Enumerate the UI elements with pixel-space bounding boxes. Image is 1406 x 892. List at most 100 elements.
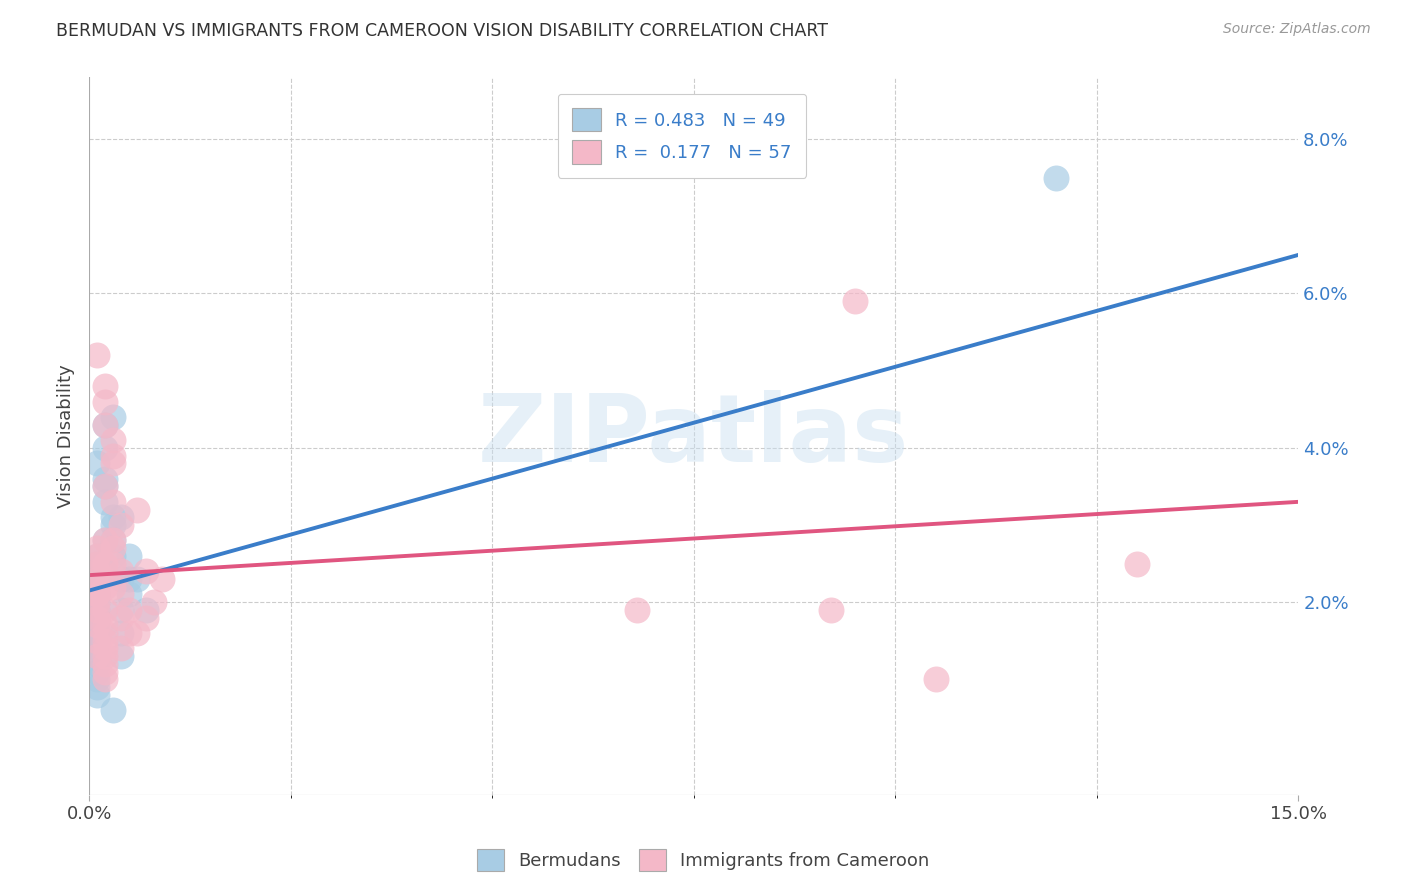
Point: [103, 518, 125, 533]
Point: [94, 633, 117, 648]
Point: [103, 541, 125, 556]
Point: [110, 564, 132, 578]
Point: [86, 549, 108, 563]
Point: [86, 580, 108, 594]
Text: BERMUDAN VS IMMIGRANTS FROM CAMEROON VISION DISABILITY CORRELATION CHART: BERMUDAN VS IMMIGRANTS FROM CAMEROON VIS…: [56, 22, 828, 40]
Point: [94, 626, 117, 640]
Y-axis label: Vision Disability: Vision Disability: [58, 364, 75, 508]
Point: [94, 641, 117, 656]
Point: [924, 673, 946, 687]
Point: [134, 610, 156, 624]
Point: [86, 626, 108, 640]
Point: [103, 533, 125, 548]
Point: [94, 665, 117, 679]
Point: [86, 557, 108, 571]
Point: [110, 572, 132, 586]
Point: [86, 680, 108, 694]
Point: [86, 657, 108, 671]
Point: [94, 618, 117, 632]
Point: [86, 610, 108, 624]
Point: [86, 564, 108, 578]
Point: [86, 610, 108, 624]
Point: [94, 657, 117, 671]
Point: [94, 441, 117, 455]
Point: [86, 541, 108, 556]
Point: [626, 603, 648, 617]
Point: [103, 580, 125, 594]
Point: [94, 479, 117, 493]
Point: [86, 688, 108, 702]
Point: [127, 626, 149, 640]
Point: [86, 649, 108, 664]
Point: [103, 456, 125, 470]
Point: [103, 557, 125, 571]
Point: [86, 673, 108, 687]
Point: [103, 495, 125, 509]
Point: [110, 610, 132, 624]
Point: [94, 557, 117, 571]
Text: Source: ZipAtlas.com: Source: ZipAtlas.com: [1223, 22, 1371, 37]
Point: [1045, 170, 1067, 185]
Point: [94, 649, 117, 664]
Point: [86, 564, 108, 578]
Point: [118, 603, 141, 617]
Point: [86, 456, 108, 470]
Point: [86, 587, 108, 601]
Point: [110, 603, 132, 617]
Point: [86, 572, 108, 586]
Point: [94, 417, 117, 432]
Point: [127, 502, 149, 516]
Point: [103, 449, 125, 463]
Point: [86, 580, 108, 594]
Point: [103, 510, 125, 524]
Point: [134, 603, 156, 617]
Point: [86, 348, 108, 362]
Point: [86, 587, 108, 601]
Point: [110, 518, 132, 533]
Point: [94, 472, 117, 486]
Point: [86, 557, 108, 571]
Point: [86, 649, 108, 664]
Point: [127, 572, 149, 586]
Point: [86, 633, 108, 648]
Point: [94, 564, 117, 578]
Legend: Bermudans, Immigrants from Cameroon: Bermudans, Immigrants from Cameroon: [470, 842, 936, 879]
Point: [94, 417, 117, 432]
Point: [94, 603, 117, 617]
Point: [94, 533, 117, 548]
Point: [94, 394, 117, 409]
Point: [110, 641, 132, 656]
Point: [94, 379, 117, 393]
Point: [86, 618, 108, 632]
Point: [86, 587, 108, 601]
Text: ZIPatlas: ZIPatlas: [478, 391, 910, 483]
Point: [110, 649, 132, 664]
Point: [103, 549, 125, 563]
Point: [86, 603, 108, 617]
Point: [118, 626, 141, 640]
Point: [142, 595, 165, 609]
Legend: R = 0.483   N = 49, R =  0.177   N = 57: R = 0.483 N = 49, R = 0.177 N = 57: [558, 94, 806, 178]
Point: [134, 564, 156, 578]
Point: [86, 587, 108, 601]
Point: [94, 580, 117, 594]
Point: [86, 580, 108, 594]
Point: [110, 587, 132, 601]
Point: [86, 572, 108, 586]
Point: [103, 409, 125, 424]
Point: [94, 479, 117, 493]
Point: [103, 533, 125, 548]
Point: [94, 495, 117, 509]
Point: [844, 294, 866, 309]
Point: [118, 549, 141, 563]
Point: [86, 633, 108, 648]
Point: [86, 665, 108, 679]
Point: [94, 533, 117, 548]
Point: [86, 610, 108, 624]
Point: [86, 603, 108, 617]
Point: [86, 549, 108, 563]
Point: [103, 433, 125, 447]
Point: [150, 572, 173, 586]
Point: [110, 510, 132, 524]
Point: [86, 618, 108, 632]
